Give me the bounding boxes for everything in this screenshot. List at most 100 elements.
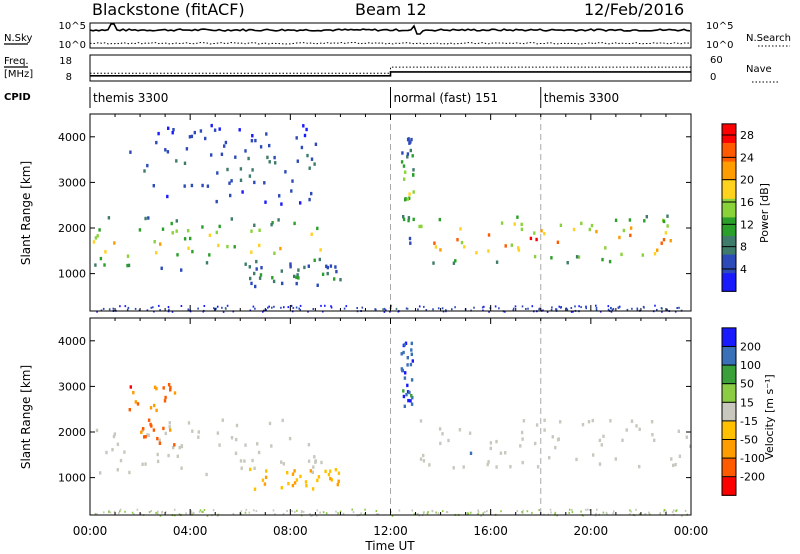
scatter-cell [197, 435, 200, 439]
scatter-cell [504, 244, 507, 248]
scatter-cell [157, 131, 160, 136]
x-axis-label: Time UT [364, 539, 415, 553]
scatter-cell [287, 481, 290, 486]
scatter-cell [665, 510, 667, 513]
scatter-cell [280, 306, 282, 309]
scatter-cell [401, 368, 404, 372]
scatter-cell [295, 306, 298, 309]
scatter-cell [437, 307, 440, 310]
scatter-cell [635, 424, 638, 428]
scatter-cell [636, 307, 639, 310]
scatter-cell [662, 219, 666, 224]
scatter-cell [582, 514, 585, 517]
scatter-cell [551, 306, 553, 309]
scatter-cell [670, 457, 673, 461]
scatter-cell [153, 240, 156, 244]
scatter-cell [94, 236, 98, 240]
nave-right-tick: 60 [710, 55, 723, 66]
scatter-cell [155, 386, 158, 391]
scatter-cell [520, 222, 523, 227]
scatter-cell [206, 184, 210, 188]
scatter-cell [534, 441, 537, 446]
scatter-cell [383, 307, 386, 310]
scatter-cell [187, 421, 191, 425]
scatter-cell [574, 305, 576, 308]
scatter-cell [105, 450, 108, 455]
scatter-cell [452, 261, 456, 265]
scatter-cell [618, 305, 621, 308]
scatter-cell [642, 305, 645, 308]
time-x-axis: 00:00 04:00 08:00 12:00 16:00 20:00 00:00 [73, 114, 708, 538]
scatter-cell [404, 170, 407, 174]
scatter-cell [487, 233, 491, 237]
scatter-cell [203, 509, 206, 511]
colorbar-tick-label: 8 [740, 241, 747, 254]
scatter-cell [494, 305, 497, 308]
scatter-cell [295, 281, 298, 286]
scatter-cell [543, 232, 546, 236]
scatter-cell [290, 189, 293, 193]
scatter-cell [265, 132, 268, 136]
scatter-cell [164, 395, 167, 400]
scatter-cell [598, 438, 602, 443]
scatter-cell [334, 265, 337, 269]
scatter-cell [286, 510, 288, 512]
scatter-cell [175, 159, 178, 163]
scatter-cell [281, 281, 284, 286]
scatter-cell [299, 474, 302, 479]
scatter-cell [672, 509, 675, 512]
scatter-cell [678, 306, 680, 309]
scatter-cell [522, 509, 524, 512]
scatter-cell [291, 472, 295, 476]
scatter-cell [675, 510, 677, 513]
velocity-panel: 1000 2000 3000 4000 Slant Range [km] 200 100… [19, 317, 776, 517]
scatter-cell [581, 422, 585, 427]
scatter-cell [406, 307, 409, 310]
scatter-cell [298, 307, 300, 310]
scatter-cell [141, 462, 144, 466]
scatter-cell [149, 406, 153, 410]
scatter-cell [313, 162, 316, 166]
scatter-cell [185, 147, 189, 151]
scatter-cell [329, 476, 332, 481]
scatter-cell [268, 305, 270, 308]
scatter-cell [383, 310, 386, 313]
scatter-cell [150, 306, 153, 309]
scatter-cell [342, 512, 345, 515]
scatter-cell [330, 305, 332, 308]
scatter-cell [247, 156, 250, 161]
scatter-cell [98, 228, 101, 232]
colorbar-tick-label: 100 [740, 359, 761, 372]
scatter-cell [408, 390, 411, 395]
scatter-cell [610, 310, 613, 313]
scatter-cell [614, 218, 618, 222]
scatter-cell [488, 310, 490, 313]
scatter-cell [495, 465, 498, 469]
scatter-cell [351, 508, 353, 511]
scatter-cell [139, 513, 142, 515]
scatter-cell [134, 307, 137, 310]
scatter-cell [425, 309, 428, 311]
colorbar-segment [722, 123, 736, 143]
scatter-cell [307, 264, 310, 268]
scatter-cell [320, 460, 323, 465]
scatter-cell [462, 465, 465, 469]
scatter-cell [199, 129, 203, 133]
scatter-cell [531, 305, 534, 308]
scatter-cell [410, 378, 414, 382]
scatter-cell [621, 438, 624, 442]
scatter-cell [356, 307, 358, 309]
scatter-cell [320, 304, 322, 307]
scatter-cell [629, 226, 633, 230]
scatter-cell [613, 510, 615, 513]
scatter-cell [398, 509, 401, 512]
scatter-cell [201, 225, 204, 229]
colorbar-segment [722, 235, 736, 255]
scatter-cell [311, 470, 314, 474]
colorbar-frame [721, 123, 737, 292]
scatter-cell [92, 240, 96, 244]
scatter-cell [293, 274, 296, 279]
scatter-cell [400, 160, 404, 164]
scatter-cell [337, 512, 339, 515]
nave-right-tick: 0 [710, 72, 716, 83]
